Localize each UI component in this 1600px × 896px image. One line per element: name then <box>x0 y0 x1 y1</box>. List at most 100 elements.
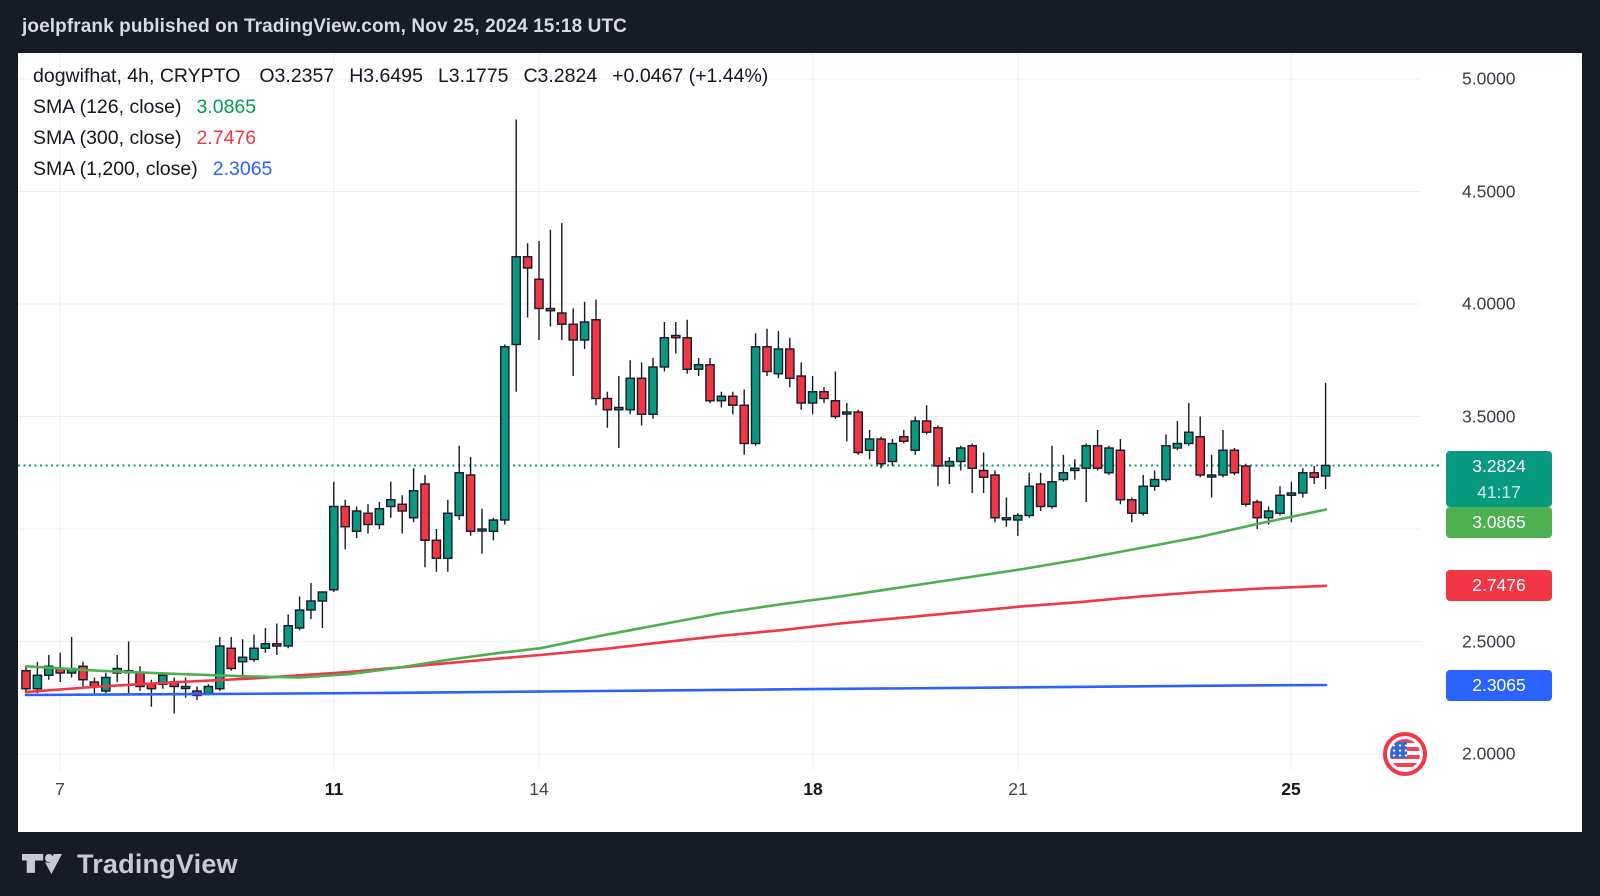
candle <box>1195 416 1205 478</box>
candle <box>933 425 943 487</box>
candle <box>534 241 544 340</box>
candle <box>716 391 727 408</box>
candle <box>271 623 282 655</box>
candle <box>66 637 77 678</box>
candle <box>260 628 271 653</box>
tradingview-logo-icon[interactable] <box>22 848 62 880</box>
sma-126-line <box>24 508 1328 679</box>
candle <box>1081 443 1091 502</box>
chart-canvas[interactable] <box>18 53 1582 832</box>
candle <box>750 333 761 446</box>
candle <box>853 409 863 455</box>
candle <box>967 443 977 493</box>
candle <box>408 468 419 523</box>
candle <box>214 637 225 691</box>
indicator-value: 3.0865 <box>196 96 257 118</box>
candle <box>431 529 442 572</box>
candle <box>226 637 237 671</box>
attribution-text: joelpfrank published on TradingView.com,… <box>22 15 627 37</box>
time-scale[interactable]: 7 11 14 18 21 25 <box>18 770 1428 832</box>
candle <box>944 457 955 484</box>
time-scale-label: 25 <box>1281 779 1301 799</box>
candle <box>1172 421 1183 451</box>
candle <box>488 517 499 541</box>
candle <box>465 457 476 536</box>
candle <box>157 673 168 689</box>
candle <box>1115 439 1126 505</box>
symbol-ohlc-row[interactable]: dogwifhat, 4h, CRYPTO O3.2357 H3.6495 L3… <box>33 61 768 92</box>
candle <box>830 371 841 419</box>
candle <box>363 504 373 534</box>
price-scale-label: 4.5000 <box>1462 181 1516 201</box>
indicator-label: SMA (300, close) <box>33 127 182 149</box>
price-scale-label: 2.0000 <box>1462 743 1516 764</box>
candle <box>728 391 738 415</box>
candle <box>443 499 453 572</box>
candle <box>1218 430 1228 478</box>
candle <box>249 634 259 662</box>
candle <box>340 499 351 550</box>
candle <box>819 387 829 403</box>
candle <box>636 362 647 426</box>
candle <box>693 358 704 376</box>
candle <box>100 673 111 694</box>
time-scale-label: 7 <box>55 779 65 799</box>
low-value: L3.1775 <box>437 65 509 87</box>
candle <box>1138 475 1148 516</box>
price-scale[interactable]: 3.2824 41:17 3.0865 2.7476 2.3065 5.0000… <box>1428 53 1582 770</box>
candle <box>602 391 613 428</box>
candle <box>1104 445 1114 475</box>
price-scale-label: 3.5000 <box>1462 406 1516 426</box>
candle <box>386 481 396 518</box>
sma1200-price-badge: 2.3065 <box>1446 669 1552 701</box>
candle <box>329 481 339 592</box>
candle <box>511 119 522 392</box>
candle <box>910 416 920 455</box>
indicator-row-sma300[interactable]: SMA (300, close) 2.7476 <box>33 123 768 154</box>
candle <box>1309 466 1319 484</box>
sma300-price-badge: 2.7476 <box>1446 570 1552 602</box>
candle <box>294 596 305 631</box>
candle <box>648 358 658 419</box>
candle <box>1024 472 1034 518</box>
candle <box>420 475 430 568</box>
current-price-value: 3.2824 <box>1472 456 1526 477</box>
chart-panel: dogwifhat, 4h, CRYPTO O3.2357 H3.6495 L3… <box>18 53 1582 832</box>
indicator-row-sma1200[interactable]: SMA (1,200, close) 2.3065 <box>33 154 768 185</box>
candle <box>78 661 88 687</box>
candle <box>1001 497 1012 527</box>
candle <box>887 439 898 466</box>
candle <box>568 308 578 376</box>
candle <box>739 389 749 455</box>
candle <box>671 322 681 354</box>
time-scale-label: 11 <box>324 779 344 799</box>
candle <box>135 666 145 691</box>
candle <box>1126 497 1137 523</box>
candle <box>1161 434 1171 482</box>
indicator-row-sma126[interactable]: SMA (126, close) 3.0865 <box>33 92 768 123</box>
open-value: O3.2357 <box>259 65 335 87</box>
time-scale-label: 21 <box>1008 779 1028 799</box>
sma-1200-line <box>24 683 1328 697</box>
candle <box>1149 470 1160 491</box>
tradingview-logo-text[interactable]: TradingView <box>77 848 238 879</box>
candle <box>899 430 909 444</box>
candle <box>522 243 533 318</box>
attribution-bar: joelpfrank published on TradingView.com,… <box>0 0 1600 53</box>
candle <box>1035 472 1046 511</box>
chart-legend: dogwifhat, 4h, CRYPTO O3.2357 H3.6495 L3… <box>33 61 768 185</box>
candle <box>1047 445 1057 509</box>
candle <box>625 360 635 415</box>
grid <box>18 53 1420 770</box>
candle <box>956 445 966 471</box>
us-flag-icon <box>1383 732 1427 776</box>
symbol-title: dogwifhat, 4h, CRYPTO <box>33 65 241 87</box>
candle <box>283 614 294 649</box>
candle <box>306 583 316 619</box>
candle <box>557 223 567 340</box>
candle <box>112 655 122 682</box>
price-scale-label: 2.5000 <box>1462 631 1516 651</box>
change-value: +0.0467 (+1.44%) <box>612 65 769 87</box>
candle <box>762 328 772 376</box>
candle <box>1013 513 1023 536</box>
